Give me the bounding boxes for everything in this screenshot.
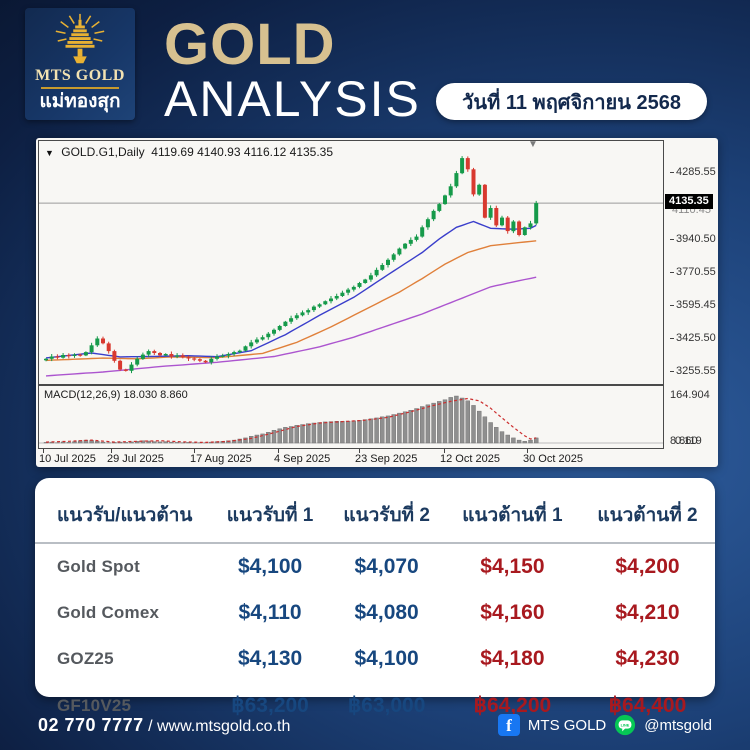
support-value: ฿63,000 [347, 694, 426, 717]
resistance-value: $4,230 [615, 647, 680, 670]
date-badge: วันที่ 11 พฤศจิกายน 2568 [436, 83, 707, 120]
table-header: แนวรับที่ 2 [343, 505, 430, 526]
contact-separator: / [148, 717, 153, 735]
macd-axis-max: 164.904 [670, 389, 710, 401]
support-value: $4,100 [354, 647, 419, 670]
date-tick [527, 449, 528, 453]
resistance-value: $4,200 [615, 555, 680, 578]
date-tick [43, 449, 44, 453]
price-axis-label: 4285.55 [670, 166, 716, 178]
table-row: Gold Spot $4,100 $4,070 $4,150 $4,200 [35, 543, 715, 590]
last-bar-marker-icon: ▼ [528, 139, 538, 150]
table-row: Gold Comex $4,110 $4,080 $4,160 $4,210 [35, 590, 715, 636]
date-axis-label: 29 Jul 2025 [107, 453, 164, 465]
macd-axis-value-1: 8.860 [670, 435, 698, 447]
resistance-value: $4,210 [615, 601, 680, 624]
macd-indicator-label: MACD(12,26,9) 18.030 8.860 [44, 389, 188, 401]
date-axis: 10 Jul 2025 29 Jul 2025 17 Aug 2025 4 Sep 2… [38, 449, 662, 467]
chart-title: ▼ GOLD.G1,Daily 4119.69 4140.93 4116.12 … [45, 145, 333, 159]
date-axis-label: 17 Aug 2025 [190, 453, 252, 465]
date-axis-label: 4 Sep 2025 [274, 453, 331, 465]
resistance-value: ฿64,400 [608, 694, 687, 717]
table-header: แนวรับที่ 1 [226, 505, 314, 526]
date-axis-label: 10 Jul 2025 [39, 453, 96, 465]
instrument-label: Gold Comex [57, 603, 160, 622]
support-value: $4,130 [237, 647, 303, 670]
instrument-label: Gold Spot [57, 557, 141, 576]
logo-divider [41, 87, 119, 89]
macd-axis-value-2: 0.119 [675, 435, 702, 447]
date-axis-label: 30 Oct 2025 [523, 453, 583, 465]
chedi-icon [55, 13, 105, 64]
support-value: $4,080 [354, 601, 419, 624]
social-links: f MTS GOLD LINE @mtsgold [497, 714, 712, 736]
facebook-icon: f [497, 714, 520, 736]
logo-text-en: MTS GOLD [35, 67, 125, 84]
price-axis-label: 3770.55 [670, 266, 716, 278]
price-axis-label: 3940.50 [670, 233, 716, 245]
support-value: $4,070 [354, 555, 419, 578]
facebook-handle: MTS GOLD [527, 716, 607, 734]
resistance-value: $4,160 [480, 601, 545, 624]
chart-symbol: GOLD.G1,Daily [61, 145, 145, 159]
table-row: GF10V25 ฿63,200 ฿63,000 ฿64,200 ฿64,400 [35, 682, 715, 729]
title-gold: GOLD [164, 12, 336, 77]
price-axis: 164.904 8.860 0.119 4285.55 3940.50 3770.5… [664, 138, 718, 467]
support-value: ฿63,200 [231, 694, 309, 717]
chart-ohlc-values: 4119.69 4140.93 4116.12 4135.35 [151, 145, 334, 159]
svg-text:LINE: LINE [621, 723, 630, 727]
date-axis-label: 23 Sep 2025 [355, 453, 418, 465]
date-axis-label: 12 Oct 2025 [440, 453, 500, 465]
logo-text-th: แม่ทองสุก [39, 91, 121, 112]
date-tick [278, 449, 279, 453]
macd-pane: MACD(12,26,9) 18.030 8.860 [38, 385, 664, 449]
levels-table-card: แนวรับ/แนวต้าน แนวรับที่ 1 แนวรับที่ 2 แนวต… [35, 478, 715, 717]
price-axis-label: 3595.45 [670, 299, 716, 311]
line-icon: LINE [615, 714, 636, 736]
line-handle: @mtsgold [644, 716, 712, 734]
page-title: GOLD ANALYSIS [164, 12, 421, 127]
macd-histogram-chart [39, 395, 663, 444]
price-axis-label: 3425.50 [670, 332, 716, 344]
support-value: $4,110 [238, 601, 302, 624]
title-analysis: ANALYSIS [164, 71, 421, 127]
mts-gold-logo: MTS GOLD แม่ทองสุก [25, 8, 135, 120]
resistance-value: ฿64,200 [473, 694, 552, 717]
date-tick [444, 449, 445, 453]
support-resistance-table: แนวรับ/แนวต้าน แนวรับที่ 1 แนวรับที่ 2 แนวต… [35, 492, 715, 729]
support-value: $4,100 [237, 555, 303, 578]
footer: 02 770 7777 / www.mtsgold.co.th f MTS GO… [0, 700, 750, 750]
resistance-value: $4,180 [480, 647, 545, 670]
date-tick [359, 449, 360, 453]
current-price-box: 4135.35 [665, 194, 713, 209]
date-tick [194, 449, 195, 453]
table-row: GOZ25 $4,130 $4,100 $4,180 $4,230 [35, 636, 715, 682]
instrument-label: GF10V25 [57, 695, 132, 715]
date-tick [111, 449, 112, 453]
website-url: www.mtsgold.co.th [156, 717, 291, 735]
contact-info: 02 770 7777 / www.mtsgold.co.th [38, 715, 290, 736]
table-header: แนวรับ/แนวต้าน [57, 505, 193, 526]
table-header: แนวต้านที่ 1 [462, 505, 563, 526]
phone-number: 02 770 7777 [38, 714, 144, 735]
table-header: แนวต้านที่ 2 [597, 505, 698, 526]
chart-card: ▼ GOLD.G1,Daily 4119.69 4140.93 4116.12 … [36, 138, 718, 467]
chart-dropdown-icon: ▼ [45, 148, 54, 158]
instrument-label: GOZ25 [57, 649, 114, 668]
price-chart-pane: ▼ GOLD.G1,Daily 4119.69 4140.93 4116.12 … [38, 139, 664, 385]
header: MTS GOLD แม่ทองสุก GOLD ANALYSIS วันที่ … [0, 0, 750, 138]
resistance-value: $4,150 [480, 555, 545, 578]
price-axis-label: 3255.55 [670, 365, 716, 377]
candlestick-chart [39, 156, 663, 377]
